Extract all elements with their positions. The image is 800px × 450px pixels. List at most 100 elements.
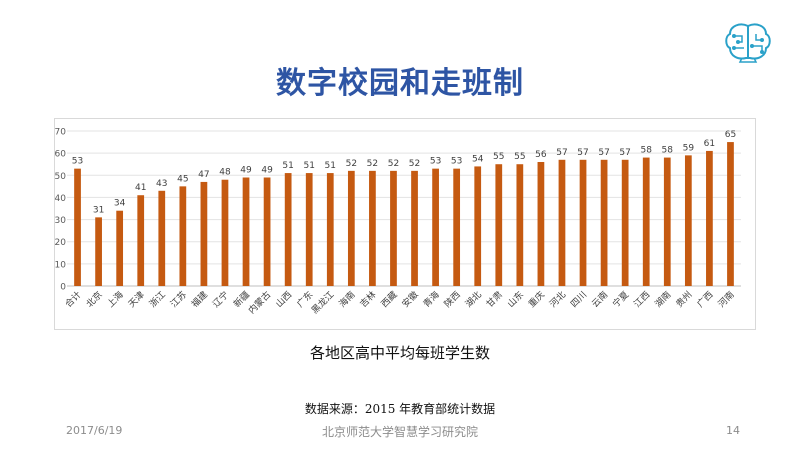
bar <box>537 162 545 286</box>
x-tick-label: 黑龙江 <box>309 289 337 317</box>
bar <box>242 177 250 286</box>
bar <box>474 166 482 286</box>
x-tick-label: 内蒙古 <box>246 289 274 317</box>
bar <box>621 159 629 286</box>
data-label: 53 <box>430 157 441 167</box>
data-label: 57 <box>619 148 630 158</box>
bar <box>516 164 524 286</box>
bar <box>453 168 461 286</box>
x-tick-label: 上海 <box>105 289 126 310</box>
data-label: 55 <box>514 152 525 162</box>
chart-caption: 各地区高中平均每班学生数 <box>309 344 490 362</box>
data-label: 49 <box>261 166 273 176</box>
x-tick-label: 江苏 <box>168 289 189 310</box>
x-tick-label: 山西 <box>274 289 295 310</box>
x-tick-label: 北京 <box>83 289 104 310</box>
data-label: 53 <box>451 157 462 167</box>
data-source-note: 数据来源：2015 年教育部统计数据 <box>304 402 496 416</box>
data-label: 65 <box>725 130 736 140</box>
x-tick-label: 安徽 <box>399 289 420 310</box>
bar <box>390 170 397 286</box>
bar <box>411 170 418 286</box>
data-label: 43 <box>156 179 167 189</box>
data-label: 49 <box>240 166 252 176</box>
bar <box>663 157 671 286</box>
data-label: 45 <box>177 174 188 184</box>
x-tick-label: 河南 <box>715 289 736 310</box>
x-tick-label: 河北 <box>547 289 568 310</box>
bar <box>305 173 313 286</box>
x-tick-label: 辽宁 <box>210 289 231 310</box>
bar <box>137 195 145 286</box>
x-tick-label: 吉林 <box>357 289 378 310</box>
y-tick-label: 0 <box>60 283 66 293</box>
x-tick-label: 广西 <box>694 289 715 310</box>
bar <box>284 173 292 286</box>
data-label: 58 <box>640 146 652 156</box>
bar <box>495 164 503 286</box>
y-tick-label: 20 <box>55 238 66 248</box>
bar <box>200 181 208 286</box>
x-tick-label: 江西 <box>632 289 653 310</box>
data-label: 59 <box>683 143 695 153</box>
data-label: 52 <box>388 159 399 169</box>
bar <box>684 155 692 286</box>
x-tick-label: 云南 <box>589 289 610 310</box>
data-label: 57 <box>556 148 567 158</box>
data-label: 51 <box>303 161 314 171</box>
footer-organization: 北京师范大学智慧学习研究院 <box>321 425 478 439</box>
x-tick-label: 福建 <box>189 289 210 310</box>
bar <box>727 142 734 286</box>
data-label: 52 <box>346 159 357 169</box>
data-label: 61 <box>704 139 715 149</box>
bar <box>263 177 271 286</box>
bar <box>95 217 102 286</box>
x-tick-label: 海南 <box>336 289 357 310</box>
data-label: 51 <box>282 161 293 171</box>
bar <box>179 186 187 286</box>
data-label: 56 <box>535 150 547 160</box>
y-tick-label: 70 <box>55 128 66 138</box>
data-label: 55 <box>493 152 504 162</box>
x-tick-label: 四川 <box>569 290 589 310</box>
data-label: 52 <box>367 159 378 169</box>
x-tick-label: 重庆 <box>526 289 547 310</box>
data-label: 54 <box>472 154 484 164</box>
x-tick-label: 宁夏 <box>610 289 631 310</box>
data-label: 52 <box>409 159 420 169</box>
chart-canvas: 0 10 20 30 40 50 60 70 53 31 34 41 43 45 47 48 49 49 51 51 5… <box>55 128 741 317</box>
bar <box>579 159 587 286</box>
data-label: 48 <box>219 168 231 178</box>
bar <box>347 170 355 286</box>
bar <box>706 150 713 286</box>
y-tick-label: 50 <box>55 172 66 182</box>
data-label: 34 <box>114 199 126 209</box>
y-tick-label: 40 <box>55 194 66 204</box>
bar <box>158 190 166 286</box>
data-label: 41 <box>135 183 146 193</box>
data-label: 31 <box>93 205 104 215</box>
bar-chart: 0 10 20 30 40 50 60 70 53 31 34 41 43 45 47 48 49 49 51 51 5… <box>54 118 756 330</box>
x-tick-label: 湖南 <box>652 289 673 310</box>
bar <box>326 173 334 286</box>
data-label: 47 <box>198 170 209 180</box>
x-tick-label: 青海 <box>420 289 441 310</box>
x-tick-label: 西藏 <box>378 289 399 310</box>
data-label: 53 <box>72 157 83 167</box>
y-tick-label: 30 <box>55 216 66 226</box>
x-tick-label: 陕西 <box>442 289 463 310</box>
data-label: 57 <box>577 148 588 158</box>
bar <box>558 159 566 286</box>
bar <box>642 157 650 286</box>
data-label: 58 <box>662 146 674 156</box>
data-label: 57 <box>598 148 609 158</box>
brain-circuit-icon <box>722 20 774 64</box>
x-tick-label: 贵州 <box>673 289 694 310</box>
x-tick-label: 浙江 <box>147 289 168 310</box>
y-tick-label: 10 <box>55 260 66 270</box>
x-tick-label: 湖北 <box>463 289 484 310</box>
bar <box>600 159 608 286</box>
bar <box>74 168 81 286</box>
x-tick-label: 山东 <box>505 289 526 310</box>
data-label: 51 <box>325 161 336 171</box>
